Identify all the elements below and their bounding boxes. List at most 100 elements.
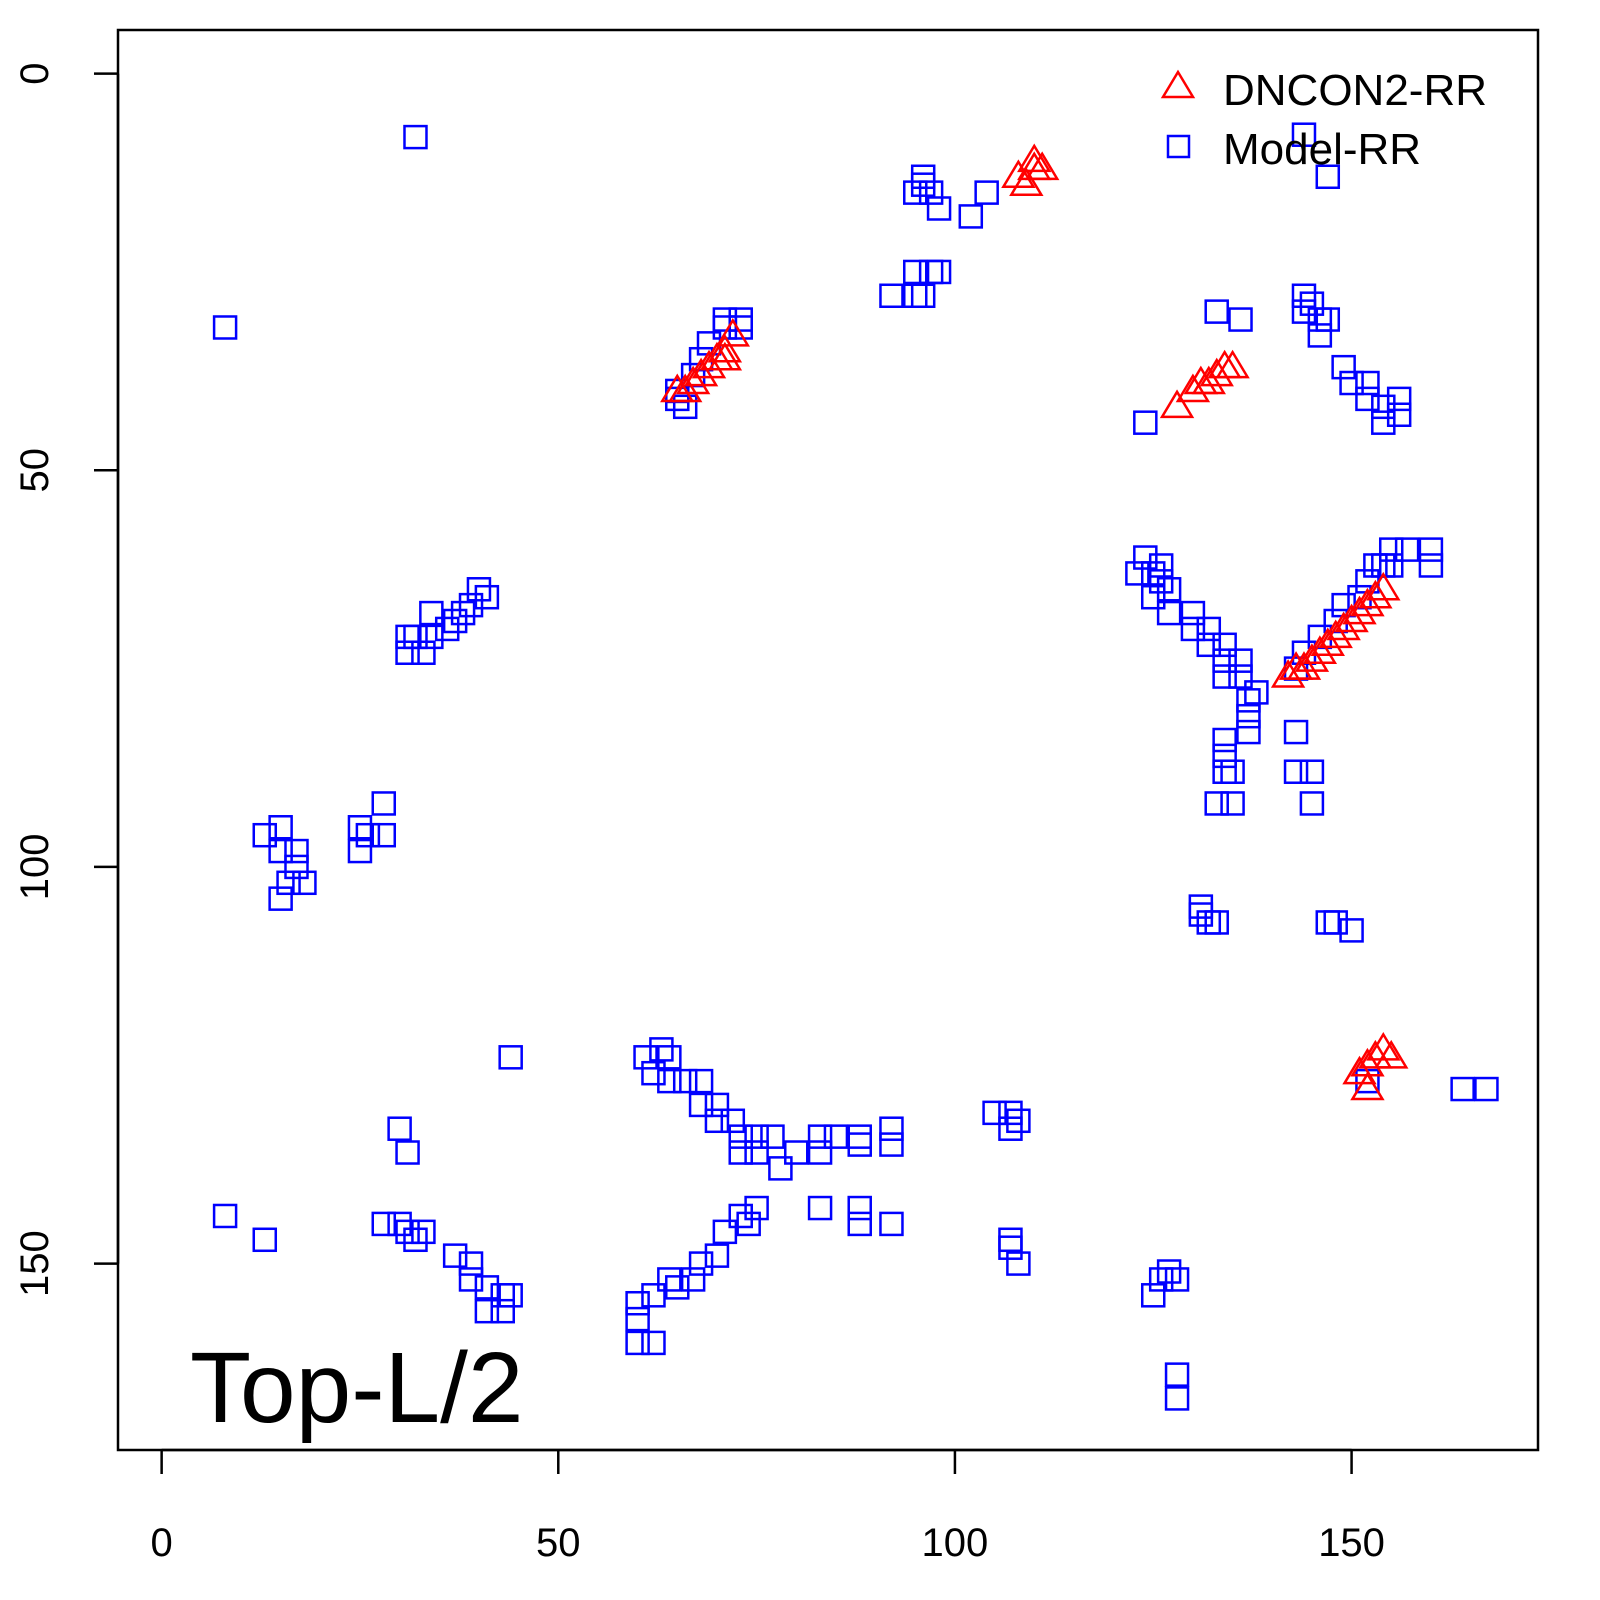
dncon2-rr-point <box>1374 1039 1409 1069</box>
model-rr-point <box>958 204 984 229</box>
dncon2-rr-point <box>1302 635 1338 664</box>
model-rr-point <box>1450 1076 1475 1102</box>
model-rr-point <box>807 1195 833 1221</box>
model-rr-point <box>1148 553 1174 578</box>
y-tick-label: 50 <box>13 448 57 493</box>
model-rr-point <box>712 1219 738 1245</box>
model-rr-point <box>1291 122 1317 147</box>
model-rr-point <box>268 886 293 911</box>
model-rr-point <box>1371 410 1396 435</box>
model-rr-point <box>903 259 928 285</box>
model-rr-point <box>688 1251 714 1276</box>
model-rr-point <box>1212 759 1237 784</box>
model-rr-point <box>371 822 397 848</box>
model-rr-point <box>268 838 293 864</box>
model-rr-point <box>403 1227 428 1253</box>
model-rr-point <box>1299 759 1325 784</box>
model-rr-point <box>1164 1267 1190 1292</box>
model-rr-point <box>1244 680 1269 705</box>
model-rr-point <box>1148 1267 1174 1292</box>
model-rr-point <box>1386 402 1412 427</box>
dncon2-rr-point <box>1342 1055 1377 1085</box>
model-rr-point <box>212 1203 238 1229</box>
annotation-top-l2: Top-L/2 <box>190 1332 524 1444</box>
x-axis: 0 50 100 150 <box>151 1448 1385 1565</box>
model-rr-point <box>1371 394 1396 420</box>
model-rr-point <box>1236 703 1261 729</box>
model-rr-point <box>419 624 444 650</box>
model-rr-point <box>1339 370 1364 396</box>
model-rr-point <box>649 1037 674 1062</box>
model-rr-point <box>1212 632 1237 658</box>
model-rr-point <box>347 838 373 864</box>
model-rr-point <box>728 1124 753 1149</box>
model-rr-point <box>744 1124 769 1149</box>
model-rr-point <box>268 815 293 840</box>
model-rr-point <box>403 624 428 650</box>
y-tick-label: 100 <box>13 834 57 901</box>
model-rr-point <box>1125 561 1150 586</box>
model-rr-point <box>371 1211 397 1237</box>
model-rr-point <box>807 1140 833 1165</box>
model-rr-point <box>1355 370 1380 396</box>
legend-label-dncon2: DNCON2-RR <box>1223 66 1487 115</box>
dncon2-rr-point <box>660 373 695 403</box>
x-tick-label: 100 <box>922 1521 989 1565</box>
model-rr-point <box>1307 323 1333 348</box>
model-rr-point <box>1228 664 1253 689</box>
model-rr-point <box>498 1283 523 1308</box>
dncon2-rr-point <box>1366 1031 1401 1061</box>
model-rr-point <box>1133 410 1158 435</box>
model-rr-point <box>625 1290 650 1316</box>
model-rr-point <box>879 1132 904 1157</box>
model-rr-point <box>665 1275 690 1300</box>
model-rr-point <box>926 259 952 285</box>
model-rr-point <box>1220 759 1245 784</box>
model-rr-point <box>1307 307 1333 332</box>
model-rr-point <box>1228 307 1253 332</box>
model-rr-point <box>688 1092 714 1118</box>
dncon2-rr-point <box>1366 571 1401 601</box>
model-rr-point <box>910 172 936 197</box>
dncon2-rr-point <box>1009 167 1044 196</box>
points-layer <box>212 122 1499 1411</box>
model-rr-point <box>1418 537 1444 562</box>
dncon2-rr-point <box>1310 627 1345 657</box>
model-rr-point <box>1212 727 1237 753</box>
model-rr-point <box>1133 545 1158 570</box>
y-tick-label: 0 <box>13 63 57 85</box>
model-rr-point <box>641 1283 666 1308</box>
legend-square-icon <box>1166 134 1191 159</box>
model-rr-point <box>1291 299 1317 324</box>
model-rr-point <box>1204 910 1229 935</box>
model-rr-point <box>728 1203 753 1229</box>
model-rr-point <box>657 1068 682 1094</box>
model-rr-point <box>1331 354 1356 380</box>
model-rr-point <box>910 164 936 190</box>
model-rr-point <box>879 1211 904 1237</box>
model-rr-point <box>403 124 428 150</box>
dncon2-rr-point <box>1350 1071 1385 1101</box>
model-rr-point <box>688 1068 714 1094</box>
model-rr-point <box>252 1227 278 1253</box>
model-rr-point <box>847 1124 872 1149</box>
y-axis: 0 50 100 150 <box>13 63 120 1297</box>
dncon2-rr-point <box>1334 603 1369 633</box>
dncon2-rr-point <box>1199 357 1234 387</box>
model-rr-point <box>680 1267 706 1292</box>
model-rr-point <box>411 640 436 665</box>
model-rr-point <box>998 1116 1023 1141</box>
model-rr-point <box>1204 791 1229 816</box>
model-rr-point <box>1355 386 1380 412</box>
legend-triangle-icon <box>1160 69 1196 99</box>
model-rr-point <box>879 283 904 309</box>
model-rr-point <box>474 584 500 610</box>
model-rr-point <box>1156 1259 1182 1284</box>
model-rr-point <box>1283 719 1309 745</box>
model-rr-point <box>1299 291 1325 316</box>
model-rr-point <box>355 822 381 848</box>
model-rr-point <box>442 608 468 634</box>
model-rr-point <box>657 1267 682 1292</box>
model-rr-point <box>728 1140 753 1165</box>
model-rr-point <box>1394 537 1420 562</box>
